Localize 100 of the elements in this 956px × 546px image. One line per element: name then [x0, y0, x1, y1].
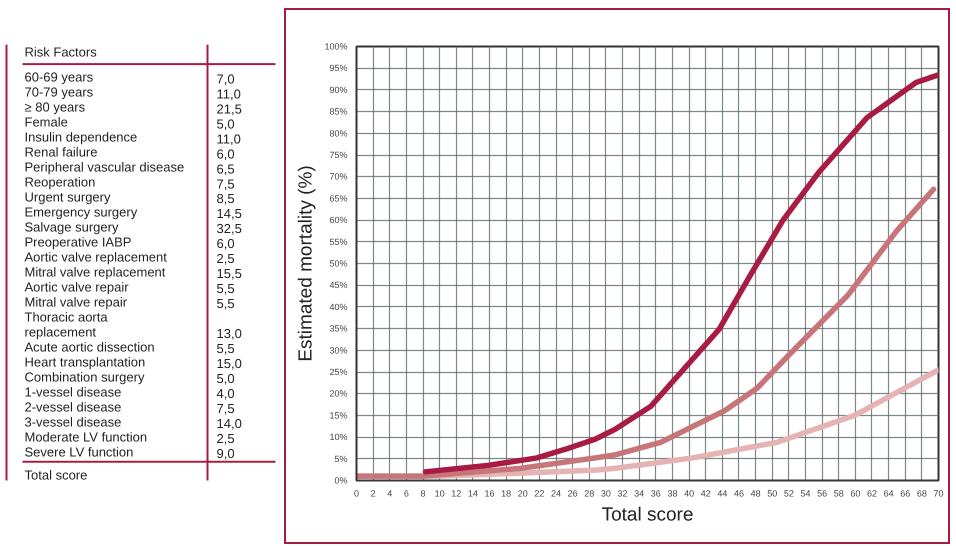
x-tick-label: 56	[817, 488, 828, 498]
y-tick-label: 90%	[329, 84, 348, 95]
text: 5,0	[216, 371, 235, 386]
y-tick-label: 70%	[329, 172, 348, 182]
text: 2,5	[216, 431, 235, 446]
text: 2,5	[216, 251, 235, 266]
x-tick-label: 62	[866, 488, 877, 498]
x-axis-title: Total score	[602, 504, 694, 526]
x-tick-label: 4	[387, 488, 392, 498]
y-tick-label: 55%	[329, 236, 348, 247]
y-tick-label: 30%	[329, 345, 348, 356]
text: 7,5	[216, 401, 235, 416]
text: 5,5	[216, 341, 235, 356]
x-tick-label: 0	[354, 488, 360, 498]
y-tick-label: 40%	[329, 302, 348, 312]
category-label: Thoracic aorta replacement	[24, 310, 108, 340]
category-label: 70-79 years	[24, 84, 94, 100]
category-label: 1-vessel disease	[24, 384, 122, 400]
x-tick-label: 36	[650, 488, 661, 498]
y-tick-label: 80%	[329, 128, 348, 138]
x-tick-label: 18	[501, 488, 512, 498]
y-tick-label: 95%	[329, 63, 348, 74]
text: 6,0	[216, 236, 235, 252]
category-label: Combination surgery	[24, 370, 145, 385]
x-tick-label: 48	[750, 488, 761, 498]
category-label: Urgent surgery	[24, 190, 111, 205]
category-label: Renal failure	[24, 144, 98, 160]
x-tick-label: 46	[734, 488, 744, 498]
x-tick-label: 54	[800, 488, 810, 498]
y-tick-label: 35%	[329, 324, 348, 334]
category-label: 60-69 years	[24, 70, 94, 85]
x-tick-label: 6	[404, 488, 409, 498]
x-tick-label: 16	[484, 488, 495, 498]
text: Risk Factors	[24, 44, 98, 60]
category-label: Mitral valve repair	[24, 294, 128, 310]
x-tick-label: 44	[717, 488, 728, 498]
y-tick-label: 75%	[329, 150, 348, 160]
text: 5,5	[216, 281, 235, 296]
category-label: ≥ 80 years	[24, 100, 86, 115]
category-label: Insulin dependence	[24, 130, 138, 145]
y-tick-label: 15%	[329, 410, 348, 420]
text: 11,0	[216, 86, 241, 102]
x-tick-label: 38	[667, 488, 678, 498]
category-label: 3-vessel disease	[24, 414, 122, 430]
y-tick-label: 5%	[334, 454, 348, 464]
text: 9,0	[216, 446, 235, 462]
category-label: Aortic valve replacement	[24, 250, 168, 265]
category-label: Acute aortic dissection	[24, 340, 155, 355]
x-tick-label: 66	[900, 488, 910, 498]
y-tick-label: 65%	[329, 193, 348, 204]
x-tick-label: 12	[451, 488, 462, 498]
text: 8,5	[216, 191, 235, 206]
text: 11,0	[216, 131, 241, 146]
y-tick-label: 60%	[329, 215, 348, 226]
x-tick-label: 28	[584, 488, 594, 498]
text: 32,5	[216, 221, 242, 236]
text: 15,0	[216, 356, 242, 372]
x-tick-label: 60	[850, 488, 860, 498]
x-tick-label: 8	[420, 488, 426, 498]
x-tick-label: 34	[634, 488, 644, 498]
text: 6,5	[216, 161, 235, 176]
text: 14,5	[216, 206, 242, 222]
x-tick-label: 68	[916, 488, 927, 498]
category-label: Heart transplantation	[24, 354, 146, 370]
category-label: Aortic valve repair	[24, 280, 130, 295]
y-tick-label: 50%	[329, 258, 348, 268]
category-label: Severe LV function	[24, 444, 134, 460]
category-label: Emergency surgery	[24, 204, 138, 220]
text: 15,5	[216, 266, 242, 282]
y-tick-label: 100%	[324, 42, 348, 52]
x-tick-label: 22	[534, 488, 544, 498]
x-tick-label: 24	[551, 488, 562, 498]
x-tick-label: 20	[518, 488, 528, 498]
y-tick-label: 20%	[329, 388, 348, 399]
category-label: Female	[24, 114, 68, 130]
text: 21,5	[216, 101, 242, 116]
x-tick-label: 2	[370, 488, 376, 498]
x-tick-label: 64	[884, 488, 894, 498]
y-tick-label: 25%	[329, 367, 348, 377]
x-tick-label: 58	[834, 488, 844, 498]
x-tick-label: 50	[767, 488, 778, 498]
category-label: Preoperative IABP	[24, 234, 132, 250]
text: Total score	[24, 467, 88, 482]
x-tick-label: 32	[618, 488, 628, 498]
text: 4,0	[216, 386, 235, 402]
text: 13,0	[216, 326, 242, 342]
category-label: Moderate LV function	[24, 430, 148, 445]
text: 5,5	[216, 296, 235, 312]
text: 6,0	[216, 146, 235, 162]
y-tick-label: 0%	[334, 476, 348, 486]
y-tick-label: 85%	[329, 106, 348, 117]
x-tick-label: 70	[933, 488, 944, 498]
text: 14,0	[216, 416, 242, 432]
x-tick-label: 52	[784, 488, 794, 498]
category-label: Mitral valve replacement	[24, 264, 166, 280]
x-tick-label: 10	[434, 488, 445, 498]
x-tick-label: 14	[468, 488, 478, 498]
y-tick-label: 45%	[329, 280, 348, 290]
x-tick-label: 42	[700, 488, 711, 498]
y-tick-label: 10%	[329, 432, 348, 442]
